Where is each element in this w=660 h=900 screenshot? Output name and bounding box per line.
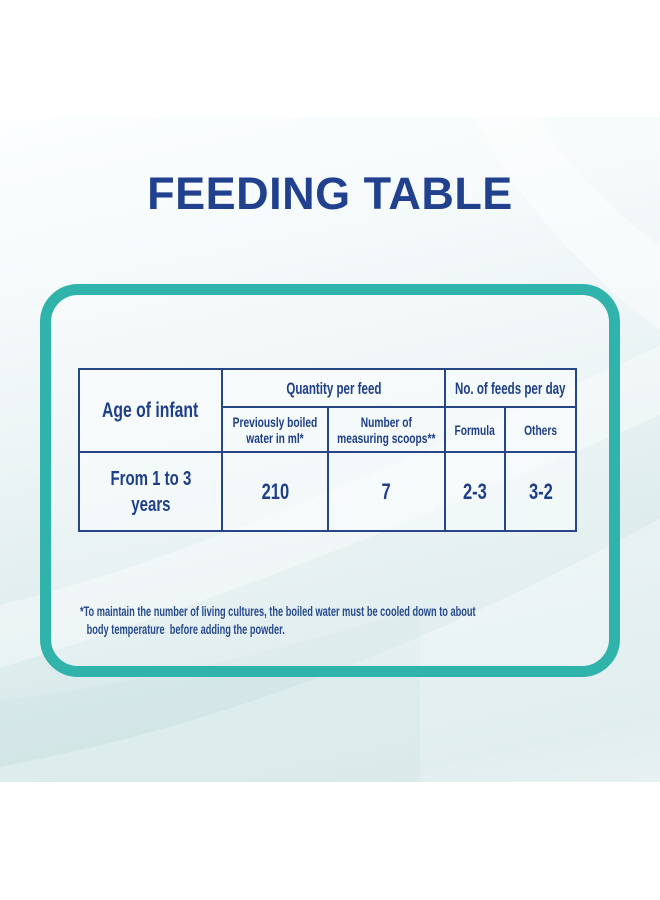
wave-highlight-top-right <box>474 117 660 331</box>
wave-highlight-bottom <box>0 518 660 782</box>
cell-formula-feeds: 2-3 <box>446 453 506 530</box>
subheader-measuring-scoops: Number of measuring scoops** <box>329 408 446 453</box>
cell-others-feeds: 3-2 <box>528 478 553 504</box>
cell-scoops: 7 <box>329 453 446 530</box>
page-title: FEEDING TABLE <box>147 168 513 219</box>
header-quantity-per-feed: Quantity per feed <box>223 370 446 408</box>
wave-shade-bottom-left <box>0 607 420 782</box>
feeding-table: Age of infant Quantity per feed No. of f… <box>78 368 577 532</box>
footnote-line-1: *To maintain the number of living cultur… <box>80 603 476 619</box>
footnote: *To maintain the number of living cultur… <box>80 602 542 638</box>
header-age-of-infant: Age of infant <box>80 370 223 453</box>
header-feeds-per-day: No. of feeds per day <box>446 370 575 408</box>
subheader-others: Others <box>506 408 575 453</box>
cell-water-ml: 210 <box>223 453 329 530</box>
subheader-boiled-water: Previously boiled water in ml* <box>223 408 329 453</box>
subheader-formula: Formula <box>446 408 506 453</box>
cell-age-range: From 1 to 3 years <box>80 453 223 530</box>
footnote-line-2: body temperature before adding the powde… <box>86 621 285 637</box>
